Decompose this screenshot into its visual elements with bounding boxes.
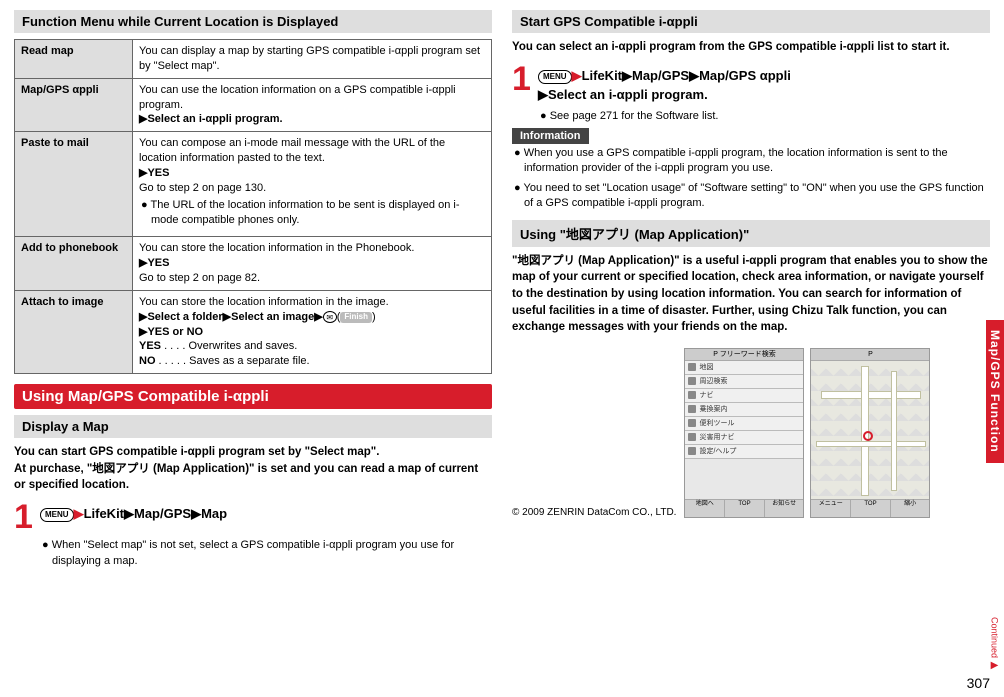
function-menu-table: Read map You can display a map by starti… (14, 39, 492, 374)
heading-start-gps: Start GPS Compatible i-αppli (512, 10, 990, 33)
row-addpb-val: You can store the location information i… (133, 237, 492, 291)
heading-using-mapapp: Using "地図アプリ (Map Application)" (512, 220, 990, 247)
row-mapgps-key: Map/GPS αppli (15, 78, 133, 132)
continued-indicator: Continued▶ (989, 617, 1000, 671)
row-read-map-key: Read map (15, 40, 133, 79)
menu-key-icon: MENU (40, 508, 74, 522)
row-addpb-key: Add to phonebook (15, 237, 133, 291)
left-step1-note: When "Select map" is not set, select a G… (40, 538, 492, 569)
ss1-topbar: P フリーワード検索 (685, 349, 803, 361)
phone-screenshot-map: P メニュー TOP 縮小 (810, 348, 930, 518)
info-note-2: You need to set "Location usage" of "Sof… (512, 181, 990, 212)
start-gps-intro: You can select an i-αppli program from t… (512, 39, 990, 56)
phone-screenshot-menu: P フリーワード検索 地図 周辺検索 ナビ 乗換案内 便利ツール 災害用ナビ 設… (684, 348, 804, 518)
ss2-topbar: P (811, 349, 929, 361)
information-label: Information (512, 128, 589, 144)
row-read-map-val: You can display a map by starting GPS co… (133, 40, 492, 79)
heading-display-map: Display a Map (14, 415, 492, 438)
side-tab: Map/GPS Function (986, 320, 1004, 463)
row-mapgps-val: You can use the location information on … (133, 78, 492, 132)
row-attach-key: Attach to image (15, 290, 133, 373)
display-map-intro: You can start GPS compatible i-αppli pro… (14, 444, 492, 494)
continued-arrow-icon: ▶ (989, 660, 1000, 671)
info-note-1: When you use a GPS compatible i-αppli pr… (512, 146, 990, 177)
row-paste-val: You can compose an i-mode mail message w… (133, 132, 492, 237)
page-number: 307 (967, 675, 990, 691)
row-attach-val: You can store the location information i… (133, 290, 492, 373)
left-step-1: 1 MENU▶LifeKit▶Map/GPS▶Map (14, 500, 492, 534)
heading-using-mapgps: Using Map/GPS Compatible i-αppli (14, 384, 492, 409)
copyright-text: © 2009 ZENRIN DataCom CO., LTD. (512, 507, 676, 518)
mail-key-icon: ✉ (323, 311, 337, 323)
right-column: Start GPS Compatible i-αppli You can sel… (512, 10, 990, 573)
step-number: 1 (512, 62, 532, 96)
finish-button-graphic: Finish (340, 312, 372, 323)
left-column: Function Menu while Current Location is … (14, 10, 492, 573)
right-step-1: 1 MENU▶LifeKit▶Map/GPS▶Map/GPS αppli ▶Se… (512, 62, 990, 105)
step-number: 1 (14, 500, 34, 534)
using-mapapp-body: "地図アプリ (Map Application)" is a useful i-… (512, 253, 990, 336)
screenshot-group: P フリーワード検索 地図 周辺検索 ナビ 乗換案内 便利ツール 災害用ナビ 設… (684, 348, 930, 518)
row-paste-key: Paste to mail (15, 132, 133, 237)
right-step1-note: See page 271 for the Software list. (538, 109, 990, 124)
menu-key-icon: MENU (538, 70, 572, 84)
heading-func-menu: Function Menu while Current Location is … (14, 10, 492, 33)
